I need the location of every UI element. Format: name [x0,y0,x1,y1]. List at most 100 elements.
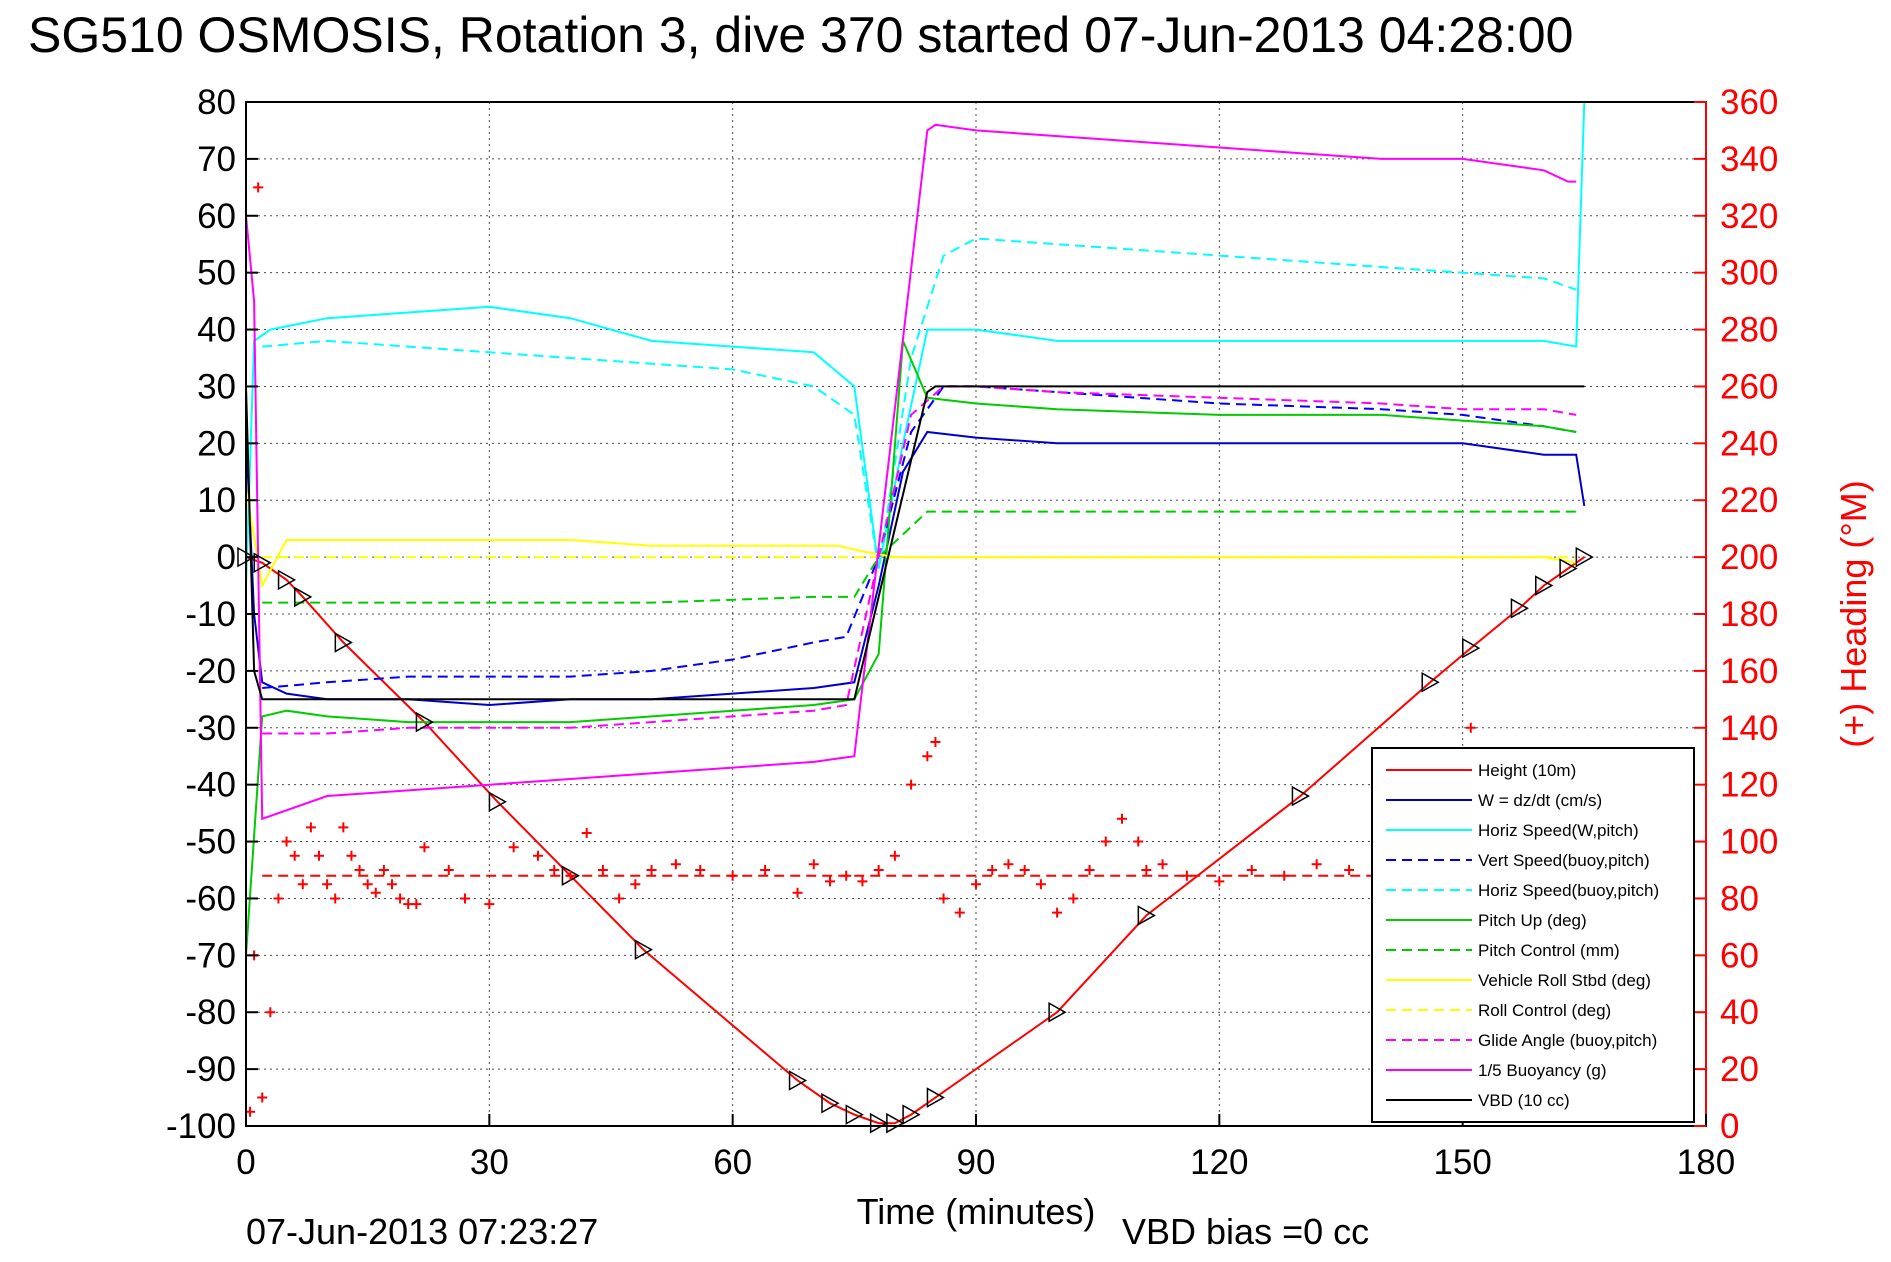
heading-point [808,859,819,870]
y-tick-label: -20 [185,652,236,691]
heading-point [1141,865,1152,875]
heading-point [1019,865,1030,875]
y-tick-label: -80 [185,993,236,1032]
heading-point [614,893,625,904]
heading-point [889,850,900,861]
heading-point [395,893,406,904]
heading-point [646,865,657,875]
legend-label: Vehicle Roll Stbd (deg) [1478,971,1651,990]
y-right-tick-label: 160 [1720,652,1778,691]
y-tick-label: -100 [166,1107,236,1146]
heading-point [670,859,681,870]
y-right-tick-label: 320 [1720,197,1778,236]
heading-point [971,879,981,890]
heading-point [314,850,324,861]
heading-point [354,865,365,875]
heading-point [1084,865,1095,875]
y-right-tick-label: 140 [1720,709,1778,748]
x-tick-label: 180 [1677,1143,1735,1182]
legend-label: Horiz Speed(buoy,pitch) [1478,881,1659,900]
heading-point [760,865,771,875]
y-right-tick-label: 220 [1720,481,1778,520]
depth-marker [1421,671,1440,693]
series-line-1 [245,430,1586,707]
legend-label: Pitch Control (mm) [1478,941,1620,960]
x-axis-label: Time (minutes) [857,1191,1096,1232]
heading-point [265,1007,276,1018]
heading-point [460,893,470,904]
heading-point [419,842,430,853]
heading-point [922,751,933,762]
y-right-tick-label: 280 [1720,311,1778,350]
depth-marker [902,1104,921,1125]
heading-point [792,887,803,898]
heading-point [1465,722,1476,733]
heading-point [954,907,965,918]
heading-point [533,850,543,861]
heading-point [857,876,868,887]
y-tick-label: -50 [185,823,236,862]
series-line-9 [262,385,1577,735]
heading-point [1117,813,1127,824]
depth-marker [1462,637,1481,659]
depth-marker [334,632,353,653]
depth-marker [253,552,272,574]
y-right-tick-label: 360 [1720,83,1778,122]
y-tick-label: -40 [185,766,236,805]
heading-point [1311,859,1322,870]
heading-point [565,870,576,881]
depth-marker [415,711,434,733]
y-right-tick-label: 0 [1720,1107,1739,1146]
heading-point [484,899,495,910]
legend-label: 1/5 Buoyancy (g) [1478,1061,1607,1080]
heading-point [630,879,641,890]
heading-point [443,865,454,875]
y-tick-label: 0 [217,538,236,577]
heading-point [387,879,397,890]
y-right-tick-label: 40 [1720,993,1759,1032]
y-right-tick-label: 180 [1720,595,1778,634]
depth-marker [788,1070,808,1091]
x-tick-label: 30 [470,1143,509,1182]
depth-marker [1291,785,1310,807]
depth-marker [926,1087,945,1108]
footer-vbd-bias: VBD bias =0 cc [1122,1211,1369,1252]
heading-point [322,879,333,890]
heading-point [1100,836,1111,847]
series-line-4 [262,237,1577,569]
y-tick-label: 70 [197,140,236,179]
heading-point [1344,865,1355,875]
depth-marker [1137,905,1156,926]
heading-point [362,879,373,890]
heading-point [378,865,389,875]
y-tick-label: 50 [197,254,236,293]
depth-marker [1535,575,1554,596]
legend-label: Height (10m) [1478,761,1576,780]
legend-label: VBD (10 cc) [1478,1091,1570,1110]
heading-point [1052,907,1063,918]
legend-label: W = dz/dt (cm/s) [1478,791,1602,810]
depth-marker [886,1112,905,1134]
heading-point [508,842,519,853]
series-line-2 [245,101,1586,586]
heading-point [1068,893,1079,904]
heading-point [305,822,316,833]
heading-point [841,870,852,881]
y-right-tick-label: 300 [1720,254,1778,293]
y-right-tick-label: 240 [1720,424,1778,463]
y-right-tick-label: 200 [1720,538,1778,577]
y-tick-label: -70 [185,936,236,975]
heading-point [253,182,264,193]
y-right-tick-label: 80 [1720,879,1759,918]
heading-point [906,779,917,790]
heading-point [370,887,381,898]
heading-point [930,737,941,747]
y-right-axis-label: (+) Heading (°M) [1833,480,1874,747]
depth-marker [1510,598,1529,619]
heading-point [273,893,284,904]
depth-marker [869,1112,889,1134]
heading-point [825,876,835,887]
y-right-tick-label: 120 [1720,766,1778,805]
legend: Height (10m) W = dz/dt (cm/s) Horiz Speed(… [1371,747,1695,1123]
depth-marker [1575,546,1594,568]
